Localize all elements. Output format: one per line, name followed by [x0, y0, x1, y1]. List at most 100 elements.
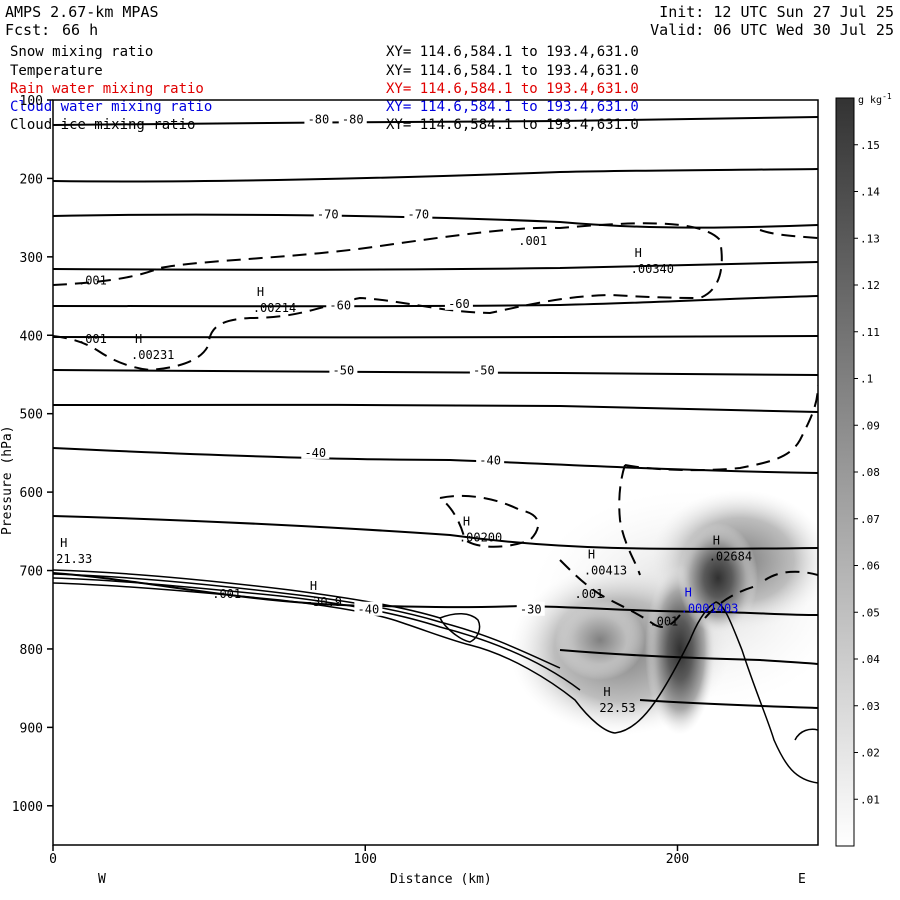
field-name-cloud-water: Cloud water mixing ratio: [10, 99, 213, 115]
temperature-labels: -80 -80 -70 -70 -60 -60 -50 -50 -40 -40 -40 -30: [301, 111, 545, 617]
extremum-marker: H: [463, 515, 470, 529]
temperature-label: -70: [407, 207, 429, 221]
extremum-value: .00200: [459, 531, 502, 545]
extremum-marker: H: [60, 536, 67, 550]
label-mask: [301, 444, 330, 459]
x-tick-label: 200: [666, 852, 689, 867]
colorbar-tick-label: .06: [860, 560, 880, 573]
temperature-label: -60: [448, 297, 470, 311]
x-axis-title: Distance (km): [390, 872, 492, 887]
temperature-label: -30: [520, 603, 542, 617]
extremum-marker: H: [685, 585, 692, 599]
y-tick-label: 100: [20, 94, 43, 109]
colorbar-tick-label: .09: [860, 419, 880, 432]
temperature-label: -70: [317, 207, 339, 221]
field-xy-cloud-water: XY= 114.6,584.1 to 193.4,631.0: [386, 99, 639, 115]
y-axis: 100 200 300 400 500 600 700 800 900 1000: [12, 94, 53, 815]
mixing-ratio-label: .001: [574, 587, 603, 601]
label-mask: [338, 111, 367, 126]
y-tick-label: 900: [20, 721, 43, 736]
label-mask: [444, 295, 473, 310]
extremum-marker: H: [713, 534, 720, 548]
colorbar-tick-label: .01: [860, 793, 880, 806]
colorbar-tick-label: .04: [860, 653, 880, 666]
field-xy-temperature: XY= 114.6,584.1 to 193.4,631.0: [386, 63, 639, 79]
mixing-ratio-label: .001: [212, 587, 241, 601]
x-tick-label: 100: [354, 852, 377, 867]
forecast-label: Fcst:: [5, 21, 51, 39]
plot-frame: [52, 99, 819, 846]
west-label: W: [98, 872, 106, 887]
y-tick-label: 300: [20, 251, 43, 266]
mixing-ratio-label: .001: [78, 273, 107, 287]
field-name-rain: Rain water mixing ratio: [10, 81, 204, 97]
extremum-value: .0001403: [681, 601, 739, 615]
extremum-value: 21.33: [56, 552, 92, 566]
temperature-label: -40: [358, 603, 380, 617]
x-axis: 0 100 200: [49, 845, 689, 867]
label-mask: [304, 111, 333, 126]
extremum-marker: H: [588, 548, 595, 562]
label-mask: [469, 362, 498, 377]
colorbar-tick-label: .05: [860, 606, 880, 619]
valid-time: Valid: 06 UTC Wed 30 Jul 25: [650, 21, 894, 39]
y-tick-label: 600: [20, 486, 43, 501]
label-mask: [329, 362, 358, 377]
label-mask: [326, 297, 355, 312]
label-mask: [354, 601, 383, 616]
mixing-ratio-label: .001: [649, 615, 678, 629]
forecast-value: 66 h: [62, 21, 99, 39]
extremum-marker: H: [310, 579, 317, 593]
label-mask: [404, 206, 433, 221]
temperature-label: -50: [333, 364, 355, 378]
extremum-marker: H: [257, 285, 264, 299]
extrema-labels: H .00340 H .00214 H .00231 H .00200 H .00413 H .026…: [56, 246, 752, 715]
extremum-value: 22.53: [599, 701, 635, 715]
init-time: Init: 12 UTC Sun 27 Jul 25: [659, 3, 894, 21]
label-mask: [313, 206, 342, 221]
y-tick-label: 200: [20, 172, 43, 187]
mixing-ratio-contours: [53, 222, 818, 628]
colorbar-tick-label: .11: [860, 326, 880, 339]
field-xy-snow: XY= 114.6,584.1 to 193.4,631.0: [386, 44, 639, 60]
colorbar-ticks: .01 .02 .03 .04 .05 .06 .07 .08 .09 .1 .11 .12 .13 .1…: [854, 139, 880, 806]
extremum-marker: H: [635, 246, 642, 260]
temperature-label: -60: [329, 298, 351, 312]
mixing-ratio-label: .001: [78, 332, 107, 346]
x-tick-label: 0: [49, 852, 57, 867]
label-mask: [516, 601, 545, 616]
terrain-contours: [53, 569, 818, 784]
extremum-value: .00340: [631, 262, 674, 276]
east-label: E: [798, 872, 806, 887]
extremum-value: .00214: [253, 301, 296, 315]
colorbar-tick-label: .02: [860, 747, 880, 760]
temperature-label: -40: [479, 454, 501, 468]
extremum-value: -30.9: [306, 595, 342, 609]
field-name-temperature: Temperature: [10, 63, 103, 79]
temperature-label: -50: [473, 364, 495, 378]
extremum-value: .02684: [709, 550, 752, 564]
colorbar-tick-label: .03: [860, 700, 880, 713]
temperature-label: -40: [304, 446, 326, 460]
y-tick-label: 1000: [12, 800, 43, 815]
colorbar-tick-label: .14: [860, 186, 880, 199]
y-tick-label: 700: [20, 565, 43, 580]
colorbar-tick-label: .13: [860, 232, 880, 245]
y-tick-label: 800: [20, 643, 43, 658]
temperature-label: -80: [308, 113, 330, 127]
extremum-marker: H: [135, 332, 142, 346]
y-axis-title: Pressure (hPa): [0, 425, 15, 535]
extremum-marker: H: [603, 685, 610, 699]
mixing-ratio-labels: .001 .001 .001 .001 .001 .001: [78, 234, 678, 628]
extremum-value: .00413: [584, 564, 627, 578]
colorbar-unit: g kg-1: [858, 92, 892, 106]
colorbar-tick-label: .12: [860, 279, 880, 292]
mixing-ratio-label: .001: [518, 234, 547, 248]
colorbar: g kg-1 .01 .02 .03 .04 .05 .06 .07 .08 .09 .1 .11.…: [835, 92, 892, 847]
extremum-value: .00231: [131, 348, 174, 362]
colorbar-tick-label: .08: [860, 466, 880, 479]
label-mask: [476, 452, 505, 467]
temperature-label: -80: [342, 113, 364, 127]
colorbar-tick-label: .07: [860, 513, 880, 526]
